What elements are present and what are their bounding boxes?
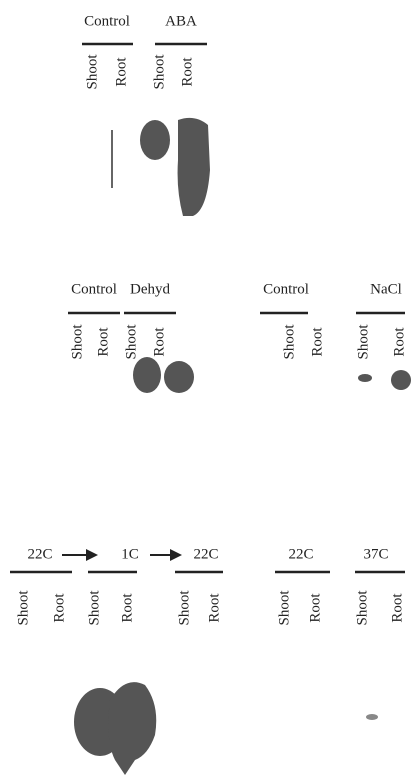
lane-label: Shoot (15, 590, 31, 626)
condition-label: NaCl (370, 281, 402, 297)
lane-label: Shoot (176, 590, 192, 626)
band (140, 120, 170, 160)
blots (74, 118, 411, 775)
lane-label: Shoot (354, 590, 370, 626)
band (178, 118, 210, 216)
lane-label: Root (113, 57, 129, 87)
condition-label: 1C (121, 546, 139, 562)
condition-label: Control (84, 13, 130, 29)
figure: Control Shoot Root ABA Shoot Root Control Shoot… (0, 0, 413, 783)
lane-label: Shoot (123, 324, 139, 360)
condition-label: Control (263, 281, 309, 297)
condition-label: ABA (165, 13, 197, 29)
lane-label: Shoot (86, 590, 102, 626)
lane-label: Root (151, 327, 167, 357)
arrow-head (86, 549, 98, 561)
faint-band (111, 130, 113, 188)
lane-label: Shoot (281, 324, 297, 360)
band (164, 361, 194, 393)
condition-label: Control (71, 281, 117, 297)
lane-label: Root (95, 327, 111, 357)
band (108, 682, 156, 775)
lane-label: Root (307, 593, 323, 623)
condition-label: 22C (288, 546, 313, 562)
lane-label: Shoot (355, 324, 371, 360)
lane-label: Shoot (151, 54, 167, 90)
arrow-head (170, 549, 182, 561)
lane-label: Root (309, 327, 325, 357)
lane-label: Shoot (276, 590, 292, 626)
condition-label: Dehyd (130, 281, 170, 297)
lane-label: Root (179, 57, 195, 87)
lane-label: Root (51, 593, 67, 623)
lane-label: Root (389, 593, 405, 623)
lane-label: Root (391, 327, 407, 357)
lane-label: Root (206, 593, 222, 623)
condition-label: 22C (193, 546, 218, 562)
band (133, 357, 161, 393)
condition-label: 37C (363, 546, 388, 562)
lane-label: Shoot (69, 324, 85, 360)
band (358, 374, 372, 382)
band (366, 714, 378, 720)
lane-label: Root (119, 593, 135, 623)
lane-label: Shoot (84, 54, 100, 90)
condition-label: 22C (27, 546, 52, 562)
band (391, 370, 411, 390)
